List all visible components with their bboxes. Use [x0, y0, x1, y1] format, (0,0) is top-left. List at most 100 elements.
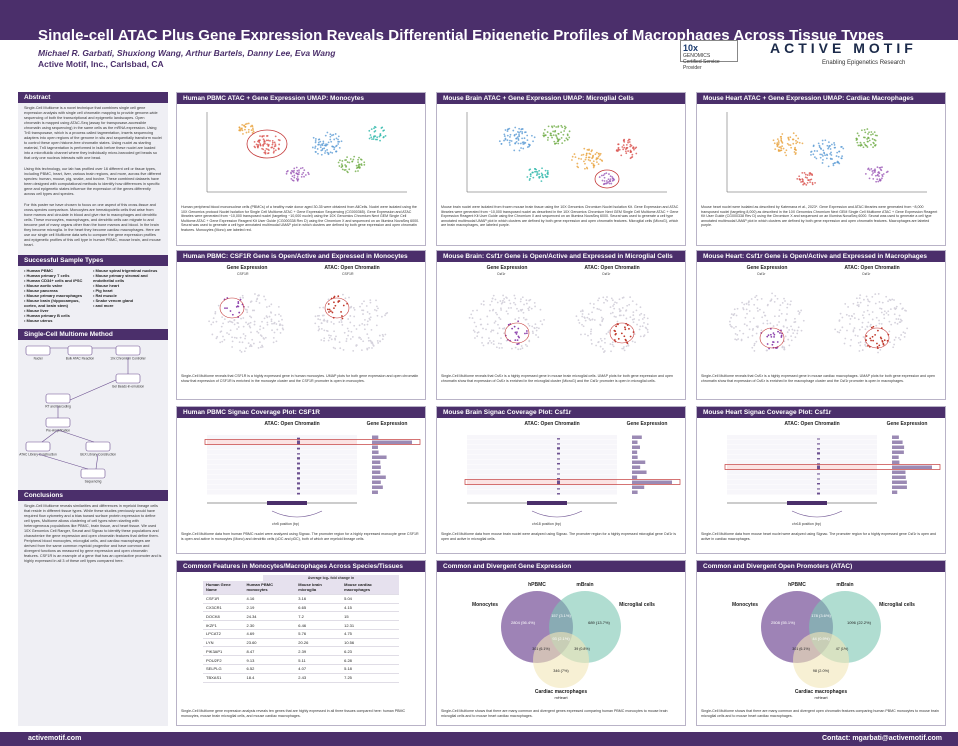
- expression-bar: [892, 490, 898, 494]
- umap-point: [780, 149, 783, 152]
- feature-point: [240, 317, 242, 320]
- umap-point: [551, 125, 553, 128]
- venn-label: 178 (3.6%): [811, 613, 831, 618]
- feature-point: [330, 338, 333, 341]
- umap-point: [513, 134, 516, 136]
- feature-point: [539, 308, 542, 311]
- expression-bar: [632, 460, 646, 464]
- table-cell: 5.18: [341, 664, 399, 674]
- feature-point: [514, 339, 517, 342]
- umap-point: [523, 137, 526, 140]
- table-cell: IKZF1: [203, 620, 244, 630]
- panel-title: Mouse Brain: Csf1r Gene is Open/Active a…: [437, 251, 685, 262]
- umap-point: [285, 170, 288, 173]
- umap-point: [331, 134, 333, 137]
- feature-point: [249, 315, 251, 318]
- umap-point: [586, 167, 589, 170]
- feature-point: [260, 335, 263, 338]
- umap-point: [608, 182, 611, 185]
- feature-point: [736, 333, 739, 336]
- venn-label: 98 (2.0%): [813, 669, 830, 673]
- feature-point: [899, 338, 902, 341]
- feature-point: [359, 305, 361, 308]
- umap-point: [271, 143, 274, 146]
- feature-point: [871, 311, 874, 313]
- method-svg: Nuclei Bulk ATAC Reaction 10x Chromium Con…: [19, 345, 147, 484]
- table-header-row: Human Gene Name Human PBMC monocytes Mouse…: [203, 581, 399, 595]
- umap-point: [333, 148, 336, 151]
- umap-point: [599, 152, 602, 155]
- umap-point: [553, 125, 556, 127]
- feature-point: [773, 315, 776, 318]
- umap-point: [781, 142, 784, 144]
- method-step-label: Gel Beads-in-emulsion: [112, 385, 144, 389]
- method-arrow: [95, 453, 99, 470]
- umap-point: [529, 168, 532, 171]
- umap-point: [509, 133, 512, 136]
- feature-point: [514, 297, 517, 300]
- feature-point: [277, 320, 280, 323]
- feature-point: [861, 314, 864, 317]
- feature-point: [470, 313, 473, 316]
- feature-point: [784, 300, 786, 302]
- feature-point: [755, 340, 758, 343]
- umap-point: [561, 126, 564, 129]
- feature-point: [212, 317, 215, 320]
- feature-point: [604, 298, 607, 301]
- feature-point: [766, 304, 769, 307]
- table-row: IKZF1 2.30 6.46 12.31: [203, 620, 399, 630]
- feature-point: [615, 316, 617, 318]
- umap-point: [791, 138, 794, 141]
- coverage-xlabel: chr5 position (bp): [272, 522, 300, 526]
- umap-point: [510, 140, 513, 142]
- feature-point: [769, 333, 772, 336]
- feature-point: [609, 312, 612, 315]
- feature-point: [575, 315, 578, 318]
- feature-point: [769, 300, 772, 302]
- umap-point: [821, 139, 824, 142]
- umap-point: [536, 171, 539, 173]
- feature-point: [783, 297, 785, 300]
- highlight-circle: [219, 297, 245, 319]
- footer-website[interactable]: activemotif.com: [28, 735, 82, 742]
- method-step-box: [45, 393, 71, 404]
- feature-point: [236, 305, 239, 308]
- table-cell: 2.39: [295, 646, 342, 657]
- feature-point: [214, 312, 217, 315]
- feature-point: [604, 341, 606, 344]
- coverage-track: [727, 445, 877, 450]
- feature-point: [364, 318, 366, 321]
- feature-point: [862, 336, 865, 338]
- expression-bar: [372, 445, 378, 449]
- umap-point: [807, 179, 809, 181]
- feature-point: [365, 305, 368, 307]
- umap-point: [870, 133, 872, 136]
- umap-point: [780, 137, 783, 140]
- footer-contact[interactable]: Contact: mgarbati@activemotif.com: [821, 735, 942, 742]
- feature-point: [878, 319, 880, 322]
- coverage-track: [727, 440, 877, 445]
- umap-point: [611, 177, 614, 180]
- feature-point: [802, 319, 805, 322]
- feature-point: [848, 314, 850, 317]
- table-cell: 4.16: [243, 594, 296, 604]
- umap-point: [262, 143, 265, 145]
- feature-point: [341, 324, 344, 326]
- feature-point: [760, 329, 763, 332]
- feature-point: [314, 315, 317, 318]
- venn-label: mBrain: [836, 582, 853, 588]
- feature-point: [834, 328, 837, 331]
- umap-point: [822, 159, 824, 161]
- umap-point: [265, 135, 268, 137]
- umap-point: [278, 143, 281, 146]
- feature-point: [215, 320, 218, 323]
- umap-point: [810, 153, 812, 156]
- feature-point: [879, 307, 881, 310]
- umap-point: [534, 170, 536, 173]
- feature-point: [511, 347, 513, 350]
- feature-point: [263, 295, 265, 298]
- feature-point: [592, 303, 595, 305]
- cert-label: Certified Service Provider: [683, 59, 720, 71]
- umap-point: [315, 151, 317, 153]
- umap-point: [355, 164, 358, 167]
